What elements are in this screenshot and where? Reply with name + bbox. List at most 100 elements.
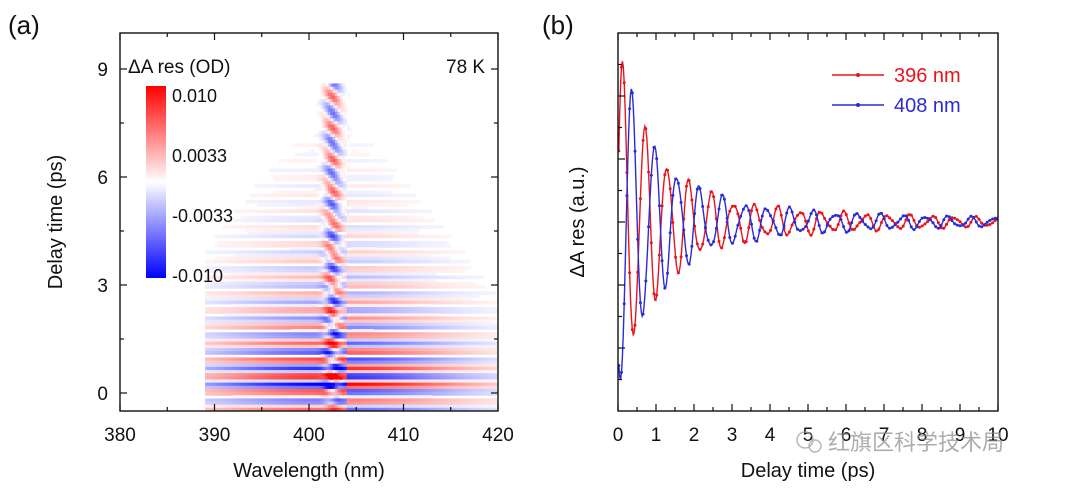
heatmap-cell [318, 146, 322, 151]
heatmap-cell [325, 121, 329, 125]
heatmap-cell [474, 300, 478, 305]
heatmap-cell [389, 168, 393, 173]
heatmap-cell [410, 215, 414, 220]
heatmap-cell [245, 325, 249, 330]
heatmap-cell [290, 256, 293, 261]
heatmap-cell [386, 300, 390, 305]
heatmap-cell [240, 348, 244, 352]
heatmap-cell [275, 300, 279, 305]
heatmap-cell [469, 344, 473, 349]
heatmap-cell [304, 193, 308, 198]
heatmap-cell [290, 310, 293, 314]
heatmap-cell [401, 240, 404, 245]
heatmap-cell [323, 313, 327, 317]
heatmap-cell [346, 215, 350, 220]
heatmap-cell [356, 294, 360, 299]
heatmap-cell [386, 322, 390, 327]
heatmap-cell [353, 234, 357, 239]
heatmap-cell [464, 322, 468, 327]
heatmap-cell [320, 92, 324, 97]
heatmap-cell [391, 275, 395, 280]
heatmap-cell [448, 250, 452, 254]
heatmap-cell [323, 231, 327, 236]
heatmap-cell [304, 256, 308, 261]
heatmap-cell [349, 297, 353, 302]
heatmap-cell [403, 275, 407, 280]
heatmap-cell [358, 341, 362, 346]
heatmap-cell [460, 335, 464, 340]
heatmap-cell [457, 266, 461, 270]
heatmap-cell [358, 307, 362, 311]
heatmap-cell [294, 228, 298, 232]
heatmap-cell [228, 291, 232, 295]
heatmap-cell [375, 310, 379, 314]
heatmap-cell [453, 316, 456, 321]
heatmap-cell [330, 108, 334, 113]
heatmap-cell [323, 310, 327, 314]
heatmap-cell [358, 310, 362, 314]
heatmap-cell [294, 174, 298, 179]
heatmap-cell [403, 285, 407, 289]
heatmap-cell [325, 86, 329, 91]
heatmap-cell [408, 310, 412, 314]
heatmap-cell [313, 184, 317, 188]
heatmap-cell [311, 322, 315, 327]
heatmap-cell [330, 218, 334, 223]
heatmap-cell [372, 275, 376, 280]
heatmap-cell [313, 159, 317, 163]
heatmap-cell [273, 256, 277, 261]
heatmap-cell [405, 234, 409, 239]
heatmap-cell [245, 225, 249, 229]
heatmap-cell [441, 244, 445, 248]
heatmap-cell [415, 244, 419, 248]
heatmap-cell [214, 297, 218, 302]
heatmap-cell [280, 259, 284, 264]
heatmap-cell [311, 266, 315, 270]
heatmap-cell [375, 225, 379, 229]
heatmap-cell [332, 149, 336, 154]
heatmap-cell [349, 313, 353, 317]
heatmap-cell [290, 291, 293, 295]
heatmap-cell [327, 341, 331, 346]
heatmap-cell [264, 341, 267, 346]
heatmap-cell [275, 266, 279, 270]
heatmap-cell [318, 316, 322, 321]
heatmap-cell [372, 269, 376, 273]
heatmap-cell [311, 193, 315, 198]
heatmap-cell [252, 275, 256, 280]
heatmap-cell [228, 294, 232, 299]
heatmap-cell [254, 209, 258, 214]
heatmap-cell [481, 307, 485, 311]
heatmap-cell [403, 332, 407, 336]
heatmap-cell [221, 240, 225, 245]
heatmap-cell [415, 316, 419, 321]
heatmap-cell [412, 199, 416, 204]
heatmap-cell [318, 228, 322, 232]
heatmap-cell [209, 341, 213, 346]
heatmap-cell [415, 256, 419, 261]
heatmap-cell [415, 275, 419, 280]
heatmap-cell [330, 341, 334, 346]
heatmap-cell [360, 193, 364, 198]
heatmap-cell [469, 310, 473, 314]
heatmap-cell [337, 143, 341, 147]
heatmap-cell [386, 335, 390, 340]
heatmap-cell [323, 99, 327, 103]
heatmap-cell [297, 275, 301, 280]
heatmap-cell [285, 174, 289, 179]
heatmap-cell [304, 332, 308, 336]
heatmap-cell [285, 338, 289, 343]
heatmap-cell [417, 240, 421, 245]
heatmap-cell [356, 203, 360, 207]
heatmap-cell [299, 244, 303, 248]
heatmap-cell [266, 244, 270, 248]
heatmap-cell [304, 278, 308, 283]
heatmap-cell [436, 244, 440, 248]
heatmap-cell [320, 222, 324, 226]
heatmap-cell [257, 215, 260, 220]
heatmap-cell [290, 319, 293, 324]
heatmap-cell [429, 250, 433, 254]
heatmap-cell [453, 338, 456, 343]
heatmap-cell [431, 322, 435, 327]
heatmap-cell [304, 275, 308, 280]
